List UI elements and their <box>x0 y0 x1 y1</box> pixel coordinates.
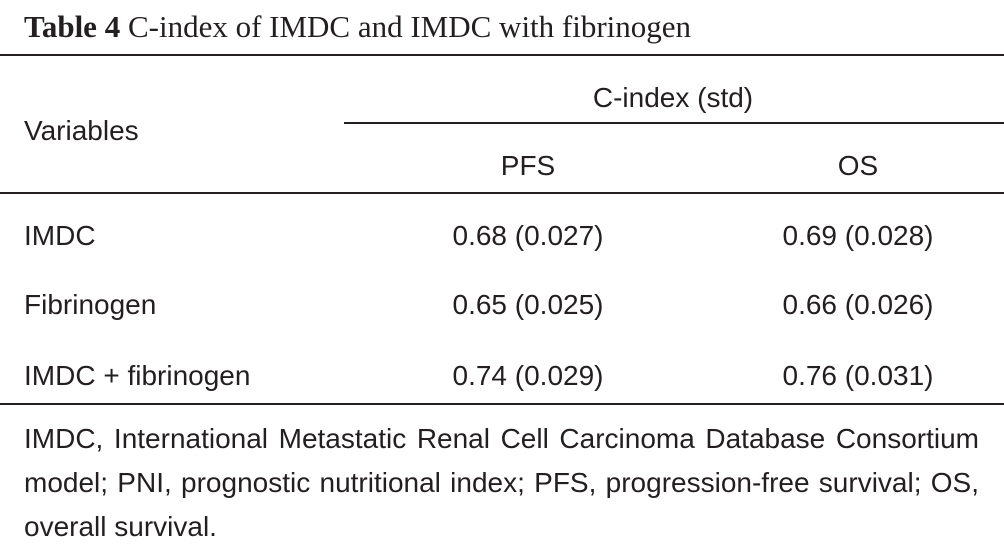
header-bottom-rule <box>0 192 1004 194</box>
top-rule <box>0 54 1004 56</box>
row-os-value: 0.66 (0.026) <box>782 289 934 320</box>
row-os-value: 0.76 (0.031) <box>782 360 934 391</box>
table-footnote: IMDC, International Metastatic Renal Cel… <box>24 423 979 542</box>
table-caption: Table 4 C-index of IMDC and IMDC with fi… <box>24 7 691 47</box>
bottom-rule <box>0 403 1004 405</box>
row-os-value: 0.69 (0.028) <box>782 220 934 251</box>
row-pfs-value: 0.68 (0.027) <box>452 220 604 251</box>
row-pfs-value: 0.74 (0.029) <box>452 360 604 391</box>
row-variable: IMDC + fibrinogen <box>24 360 251 391</box>
column-header-pfs: PFS <box>500 150 556 181</box>
row-variable: Fibrinogen <box>24 289 157 320</box>
row-variable: IMDC <box>24 220 96 251</box>
row-header-variables: Variables <box>24 115 139 146</box>
table-number: Table 4 <box>24 9 121 44</box>
group-header-c-index: C-index (std) <box>592 82 754 113</box>
row-pfs-value: 0.65 (0.025) <box>452 289 604 320</box>
column-header-os: OS <box>837 150 879 181</box>
group-header-rule <box>344 122 1004 124</box>
table-title: C-index of IMDC and IMDC with fibrinogen <box>127 9 692 44</box>
